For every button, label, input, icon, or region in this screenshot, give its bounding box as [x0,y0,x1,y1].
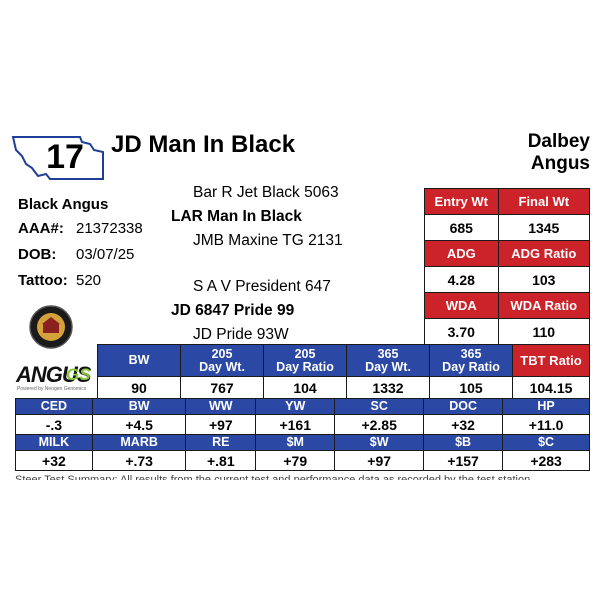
breeder-line2: Angus [530,153,590,174]
dollar-c-header: $C [502,434,590,451]
angus-gs-text: GS [66,365,91,384]
re-value: +.81 [185,450,257,471]
milk-header: MILK [15,434,93,451]
365-day-wt-header: 365 Day Wt. [346,344,430,377]
365-day-ratio-header: 365 Day Ratio [429,344,513,377]
205-day-wt-value: 767 [180,376,264,399]
205-day-ratio-value: 104 [263,376,347,399]
seal-logo-icon [29,305,73,349]
dollar-c-value: +283 [502,450,590,471]
tattoo-value: 520 [76,272,102,289]
entry-wt-header: Entry Wt [424,188,499,215]
adg-header: ADG [424,240,499,267]
dollar-m-value: +79 [255,450,336,471]
dollar-w-value: +97 [334,450,424,471]
365-day-ratio-value: 105 [429,376,513,399]
wda-value: 3.70 [424,318,499,345]
final-wt-header: Final Wt [497,188,591,215]
tbt-ratio-header: TBT Ratio [512,344,590,377]
entry-wt-value: 685 [424,214,499,241]
205-day-ratio-header: 205 Day Ratio [263,344,347,377]
montana-state-icon [11,136,104,180]
re-header: RE [185,434,257,451]
weights-table: BW 205 Day Wt. 205 Day Ratio 365 Day Wt. 36… [97,344,590,399]
wda-header: WDA [424,292,499,319]
angus-logo-text: ANGUS [16,362,91,387]
hp-value: +11.0 [502,414,590,435]
sire: LAR Man In Black [171,208,302,225]
yw-value: +161 [255,414,336,435]
dollar-b-header: $B [422,434,504,451]
adg-ratio-value: 103 [497,266,591,293]
ww-value: +97 [185,414,257,435]
ced-header: CED [15,398,93,415]
adg-ratio-header: ADG Ratio [497,240,591,267]
dollar-b-value: +157 [422,450,504,471]
tbt-ratio-value: 104.15 [512,376,590,399]
bw-epd-value: +4.5 [91,414,187,435]
dob-value: 03/07/25 [76,246,135,263]
aaa-value: 21372338 [76,220,143,237]
yw-header: YW [255,398,336,415]
aaa-label: AAA#: [18,220,64,237]
footer-note: Steer Test Summary: All results from the… [15,474,534,480]
ced-value: -.3 [15,414,93,435]
epd-table: CED BW WW YW SC DOC HP -.3 +4.5 +97 +161… [15,398,590,471]
dam-sire: S A V President 647 [193,278,331,295]
wda-ratio-header: WDA Ratio [497,292,591,319]
tattoo-label: Tattoo: [18,272,68,289]
angus-logo-subtitle: Powered by Neogen Genomics [17,386,87,392]
performance-table: Entry Wt Final Wt 685 1345 ADG ADG Ratio… [424,188,591,345]
doc-header: DOC [422,398,504,415]
milk-value: +32 [15,450,93,471]
dam-dam: JD Pride 93W [193,326,289,343]
final-wt-value: 1345 [497,214,591,241]
breed-label: Black Angus [18,196,109,213]
doc-value: +32 [422,414,504,435]
205-day-wt-header: 205 Day Wt. [180,344,264,377]
sire-sire: Bar R Jet Black 5063 [193,184,339,201]
hp-header: HP [502,398,590,415]
bw-epd-header: BW [91,398,187,415]
wda-ratio-value: 110 [497,318,591,345]
ww-header: WW [185,398,257,415]
bw-header: BW [97,344,181,377]
bw-value: 90 [97,376,181,399]
dam: JD 6847 Pride 99 [171,302,295,319]
365-day-wt-value: 1332 [346,376,430,399]
dollar-m-header: $M [255,434,336,451]
marb-value: +.73 [91,450,187,471]
marb-header: MARB [91,434,187,451]
breeder-line1: Dalbey [527,131,590,152]
lot-number: 17 [46,138,84,176]
dollar-w-header: $W [334,434,424,451]
breeder-name: Dalbey Angus [470,131,590,175]
sc-header: SC [334,398,424,415]
animal-name: JD Man In Black [111,131,296,158]
sire-dam: JMB Maxine TG 2131 [193,232,343,249]
dob-label: DOB: [18,246,57,263]
adg-value: 4.28 [424,266,499,293]
sc-value: +2.85 [334,414,424,435]
